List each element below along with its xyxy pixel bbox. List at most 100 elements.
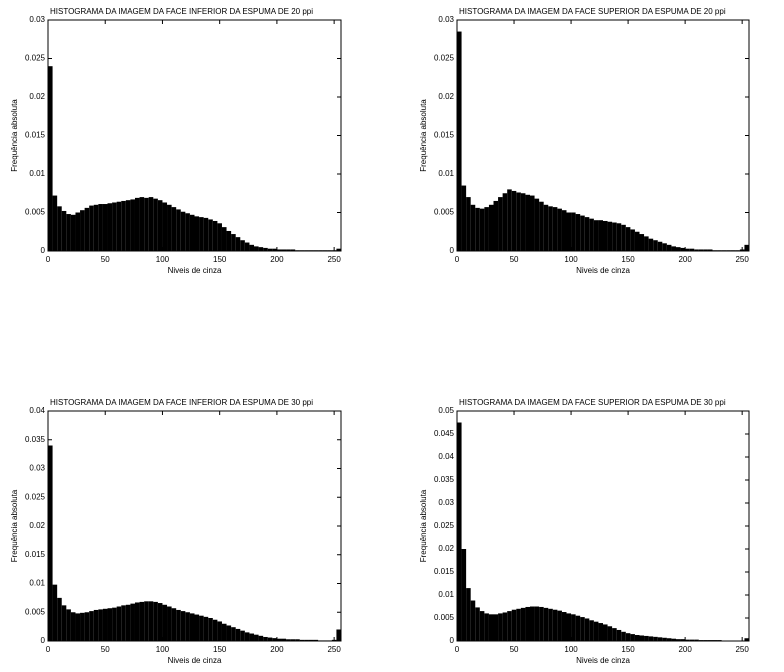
bar — [539, 201, 544, 251]
y-tick-label: 0.035 — [25, 435, 46, 444]
y-tick-label: 0.04 — [438, 452, 454, 461]
bar — [653, 240, 658, 251]
chart-title: HISTOGRAMA DA IMAGEM DA FACE SUPERIOR DA… — [459, 7, 726, 16]
bar — [258, 247, 264, 251]
bar — [281, 638, 287, 641]
bar — [226, 625, 232, 641]
y-tick-label: 0.045 — [434, 429, 455, 438]
bar — [634, 635, 640, 641]
bar — [507, 189, 512, 251]
bar — [612, 222, 617, 251]
bar — [657, 637, 663, 641]
x-tick-label: 50 — [101, 255, 110, 264]
bar — [470, 600, 476, 641]
bar — [299, 639, 305, 641]
bar — [267, 637, 273, 641]
chart-title: HISTOGRAMA DA IMAGEM DA FACE INFERIOR DA… — [50, 398, 313, 407]
bar — [571, 614, 576, 641]
bar — [502, 193, 508, 251]
bar — [625, 227, 631, 251]
y-tick-label: 0 — [450, 636, 455, 645]
x-tick-label: 50 — [510, 255, 519, 264]
bar — [475, 207, 480, 251]
bar — [589, 620, 594, 641]
bar — [653, 636, 658, 641]
bar — [134, 197, 140, 251]
y-tick-label: 0.025 — [434, 54, 455, 63]
bar — [185, 612, 190, 641]
y-tick-label: 0.02 — [438, 544, 454, 553]
bar — [498, 197, 503, 251]
y-tick-label: 0 — [41, 636, 46, 645]
bar — [199, 217, 204, 251]
bar — [484, 613, 489, 641]
bar — [125, 200, 131, 251]
bar — [267, 248, 273, 251]
bar — [498, 613, 503, 641]
bar — [52, 584, 58, 641]
x-axis-label: Niveis de cinza — [576, 266, 630, 275]
y-tick-label: 0 — [450, 246, 455, 255]
bar — [130, 603, 135, 641]
y-tick-label: 0.025 — [434, 521, 455, 530]
bar — [171, 207, 177, 251]
bar — [488, 204, 494, 251]
bar — [176, 209, 181, 251]
x-tick-label: 0 — [46, 255, 51, 264]
bar — [107, 203, 113, 251]
bar — [89, 611, 94, 641]
bar — [48, 445, 53, 641]
bar — [308, 639, 314, 641]
bar — [254, 634, 259, 641]
x-tick-label: 50 — [510, 645, 519, 654]
bar — [584, 217, 590, 251]
bar — [89, 205, 94, 251]
bar — [676, 247, 681, 251]
x-tick-label: 200 — [678, 645, 692, 654]
bar — [457, 422, 462, 641]
y-tick-label: 0.005 — [25, 208, 46, 217]
bar — [598, 623, 603, 641]
bar — [685, 639, 690, 641]
bar — [180, 611, 186, 641]
bar — [502, 612, 508, 641]
bar — [93, 609, 99, 641]
bar — [457, 31, 462, 251]
bar — [511, 609, 517, 641]
bar — [70, 214, 76, 251]
bar — [199, 615, 204, 641]
bar — [575, 214, 581, 251]
x-tick-label: 150 — [621, 645, 635, 654]
bar — [648, 238, 654, 251]
y-axis-label: Frequência absoluta — [419, 489, 428, 562]
x-tick-label: 150 — [213, 255, 227, 264]
x-tick-label: 150 — [621, 255, 635, 264]
bar — [548, 206, 553, 251]
bar — [479, 208, 485, 251]
bar — [466, 588, 471, 641]
y-tick-label: 0.035 — [434, 475, 455, 484]
bar — [662, 243, 667, 251]
x-tick-label: 150 — [213, 645, 227, 654]
y-tick-label: 0.005 — [434, 208, 455, 217]
bar — [61, 210, 67, 251]
bar — [475, 607, 480, 641]
bar — [93, 204, 99, 251]
bar — [689, 639, 695, 641]
x-tick-label: 100 — [564, 645, 578, 654]
bar — [530, 606, 535, 641]
bar — [525, 194, 530, 251]
bar — [66, 214, 71, 251]
bar — [520, 607, 526, 641]
bar — [203, 217, 209, 251]
y-tick-label: 0.015 — [25, 131, 46, 140]
bar — [530, 195, 535, 251]
x-tick-label: 100 — [564, 255, 578, 264]
x-axis-label: Niveis de cinza — [168, 266, 222, 275]
axes-box — [47, 19, 342, 252]
bar — [561, 612, 567, 641]
bar — [603, 220, 608, 251]
y-axis-label: Frequência absoluta — [419, 99, 428, 172]
bar — [203, 616, 209, 641]
bar — [466, 197, 471, 251]
